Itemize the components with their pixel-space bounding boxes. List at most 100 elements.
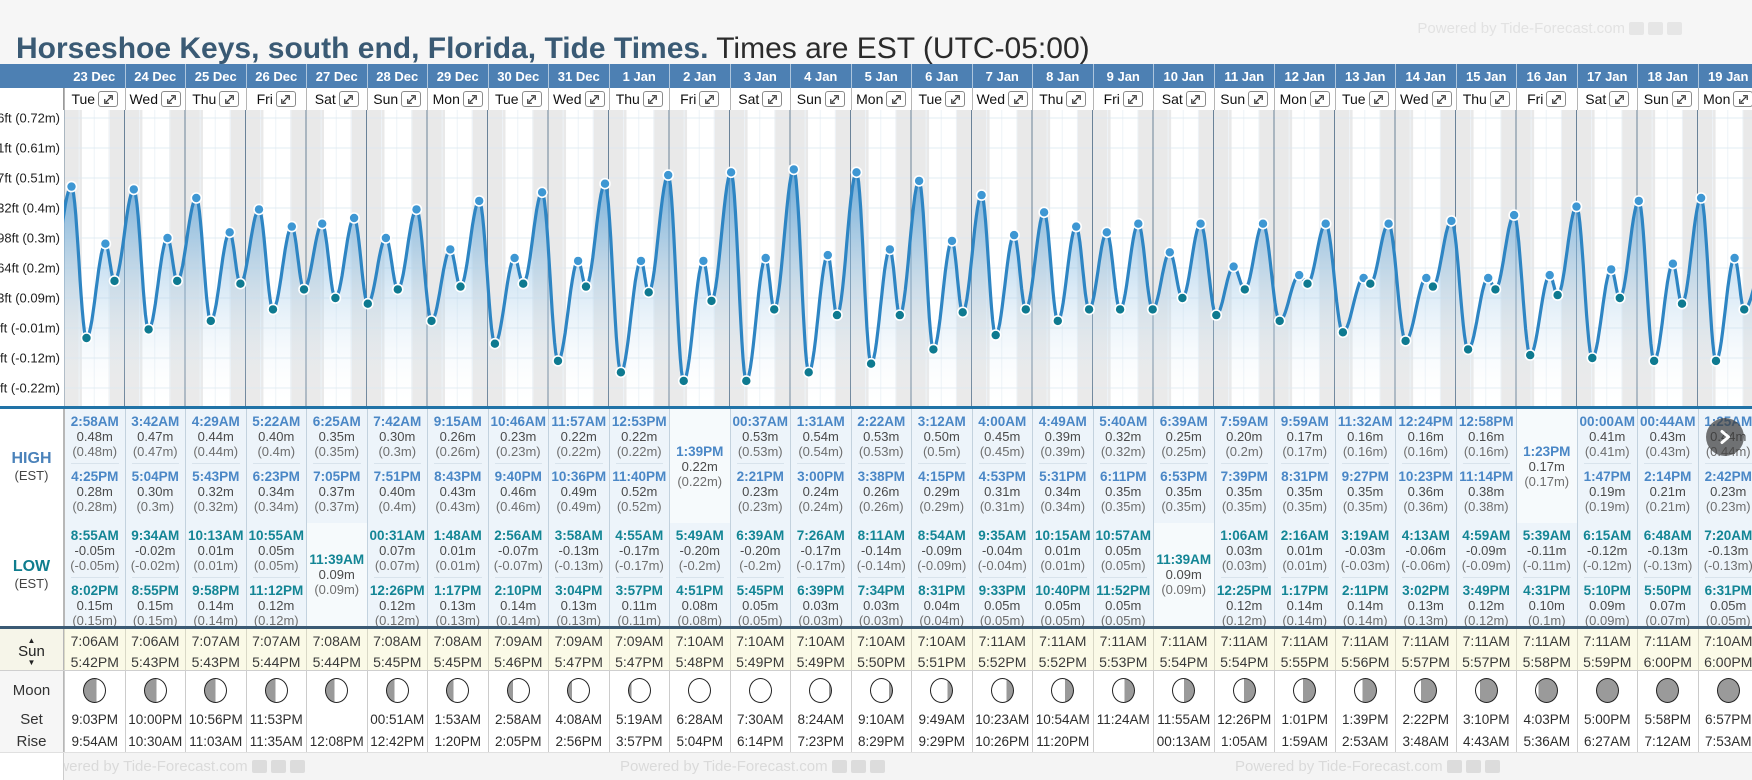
date-header-6-jan: 6 Jan [911,64,972,88]
expand-day-button[interactable] [699,91,720,107]
next-page-button[interactable] [1706,418,1744,456]
high-tide-marker [1194,217,1207,230]
high-tide-cell: 11:32AM 0.16m (0.16m) 9:27PM 0.35m (0.35m) [1334,409,1395,523]
tide-height-paren: (0.3m) [136,499,175,514]
expand-day-button[interactable] [1671,91,1692,107]
day-name: Sat [1161,91,1183,107]
expand-day-button[interactable] [161,91,182,107]
high-tide-marker [1667,257,1679,270]
day-header-25-dec: Thu [185,88,246,110]
expand-day-button[interactable] [1546,91,1567,107]
expand-day-button[interactable] [1368,91,1389,107]
tide-entry-separator [373,463,421,464]
tide-entry-separator [676,577,724,578]
low-tide-marker [865,357,877,370]
tide-height-m: 0.05m [1710,598,1747,613]
low-tide-entry: 11:39AM 0.09m (0.09m) [309,552,364,597]
expand-day-button[interactable] [1733,91,1752,107]
low-tide-cell: 2:56AM -0.07m (-0.07m) 2:10PM 0.14m (0.14m) [487,523,548,628]
tide-time: 9:15AM [433,414,482,429]
tide-height-m: 0.49m [560,484,597,499]
expand-day-button[interactable] [762,91,783,107]
page-title-location: Horseshoe Keys, south end, Florida, Tide… [16,32,709,66]
sunrise-time: 7:10AM [857,632,906,649]
high-tide-marker [223,226,236,239]
low-tide-entry: 11:12PM 0.12m (0.12m) [247,578,307,628]
high-tide-entry: 1:31AM 0.54m (0.54m) [791,409,851,459]
tide-height-paren: (0.32m) [193,499,239,514]
low-tide-cell: 10:13AM 0.01m (0.01m) 9:58PM 0.14m (0.14m) [185,523,246,628]
y-axis-label: -0.04ft (-0.01m) [0,320,60,336]
tide-time: 5:49AM [675,528,724,543]
high-tide-cell: 10:46AM 0.23m (0.23m) 9:40PM 0.46m (0.46m) [487,409,549,523]
expand-day-button[interactable] [1185,91,1206,107]
high-tide-entry: 6:11PM 0.35m (0.35m) [1094,464,1154,514]
date-header-14-jan: 14 Jan [1395,64,1456,88]
day-name: Wed [1399,91,1429,107]
sunrise-time: 7:10AM [796,632,845,649]
high-tide-entry: 5:31PM 0.34m (0.34m) [1033,464,1093,514]
low-tide-marker [1337,326,1349,339]
expand-day-button[interactable] [98,91,119,107]
moon-phase-cell [548,671,609,709]
expand-day-button[interactable] [1066,91,1087,107]
low-tide-marker [80,332,93,344]
moon-phase-icon [1535,677,1559,703]
tide-time: 12:26PM [369,583,425,598]
sun-times-cell: 7:08AM 5:45PM [366,629,428,673]
expand-day-button[interactable] [945,91,966,107]
high-tide-entry: 5:04PM 0.30m (0.3m) [126,464,186,514]
tide-height-m: 0.26m [439,429,476,444]
expand-day-button[interactable] [275,91,296,107]
low-tide-cell: 6:15AM -0.12m (-0.12m) 5:10PM 0.09m (0.09m) [1576,523,1638,628]
tide-height-paren: (0.21m) [1645,499,1691,514]
tide-time: 7:59AM [1220,414,1269,429]
expand-day-button[interactable] [1489,91,1510,107]
date-header-7-jan: 7 Jan [971,64,1033,88]
high-tide-entry: 9:40PM 0.46m (0.46m) [489,464,549,514]
expand-day-button[interactable] [886,91,907,107]
low-tide-cell: 5:49AM -0.20m (-0.2m) 4:51PM 0.08m (0.08m) [669,523,730,628]
expand-day-button[interactable] [1431,91,1452,107]
tide-time: 4:29AM [191,414,240,429]
expand-day-button[interactable] [824,91,845,107]
expand-day-button[interactable] [1309,91,1330,107]
high-tide-marker [1482,272,1494,284]
expand-day-button[interactable] [401,91,422,107]
tide-time: 1:31AM [796,414,845,429]
sun-row: ▲ Sun ▼ 7:06AM 5:42PM 7:06AM 5:43PM 7:07AM 5:… [0,626,1752,673]
tide-time: 4:15PM [918,469,966,484]
expand-day-button[interactable] [219,91,240,107]
sun-times-cell: 7:11AM 5:52PM [971,629,1033,673]
expand-day-button[interactable] [1609,91,1630,107]
watermark-icon [850,760,866,773]
tide-height-m: 0.03m [802,598,839,613]
tide-height-m: 0.52m [621,484,658,499]
tide-height-m: 0.38m [1468,484,1505,499]
expand-day-button[interactable] [521,91,542,107]
expand-day-button[interactable] [584,91,605,107]
low-tide-entry: 5:10PM 0.09m (0.09m) [1578,578,1638,628]
expand-day-button[interactable] [642,91,663,107]
day-header-10-jan: Sat [1153,88,1214,110]
low-tide-marker [580,280,592,293]
expand-day-button[interactable] [1008,91,1029,107]
low-tide-cell: 00:31AM 0.07m (0.07m) 12:26PM 0.12m (0.12m) [366,523,427,628]
sunset-time: 5:50PM [857,653,906,670]
expand-day-button[interactable] [462,91,483,107]
moonset-time-cell: 6:57PM [1697,708,1752,731]
high-tide-marker [1508,209,1520,221]
expand-day-button[interactable] [1122,91,1143,107]
low-tide-marker [802,366,815,379]
expand-day-button[interactable] [1248,91,1269,107]
moon-phase-cell [1092,671,1154,709]
tide-height-paren: (-0.07m) [493,558,543,573]
tide-height-paren: (0.12m) [374,613,420,628]
tide-time: 4:53PM [978,469,1026,484]
moon-phase-cell [1697,671,1752,709]
tide-height-paren: (-0.05m) [70,558,120,573]
low-tide-row: LOW (EST) 8:55AM -0.05m (-0.05m) 8:02PM 0.15… [0,523,1752,628]
expand-day-button[interactable] [338,91,359,107]
watermark-bottom: Powered by Tide-Forecast.com [1235,758,1500,775]
day-name: Thu [615,91,640,107]
